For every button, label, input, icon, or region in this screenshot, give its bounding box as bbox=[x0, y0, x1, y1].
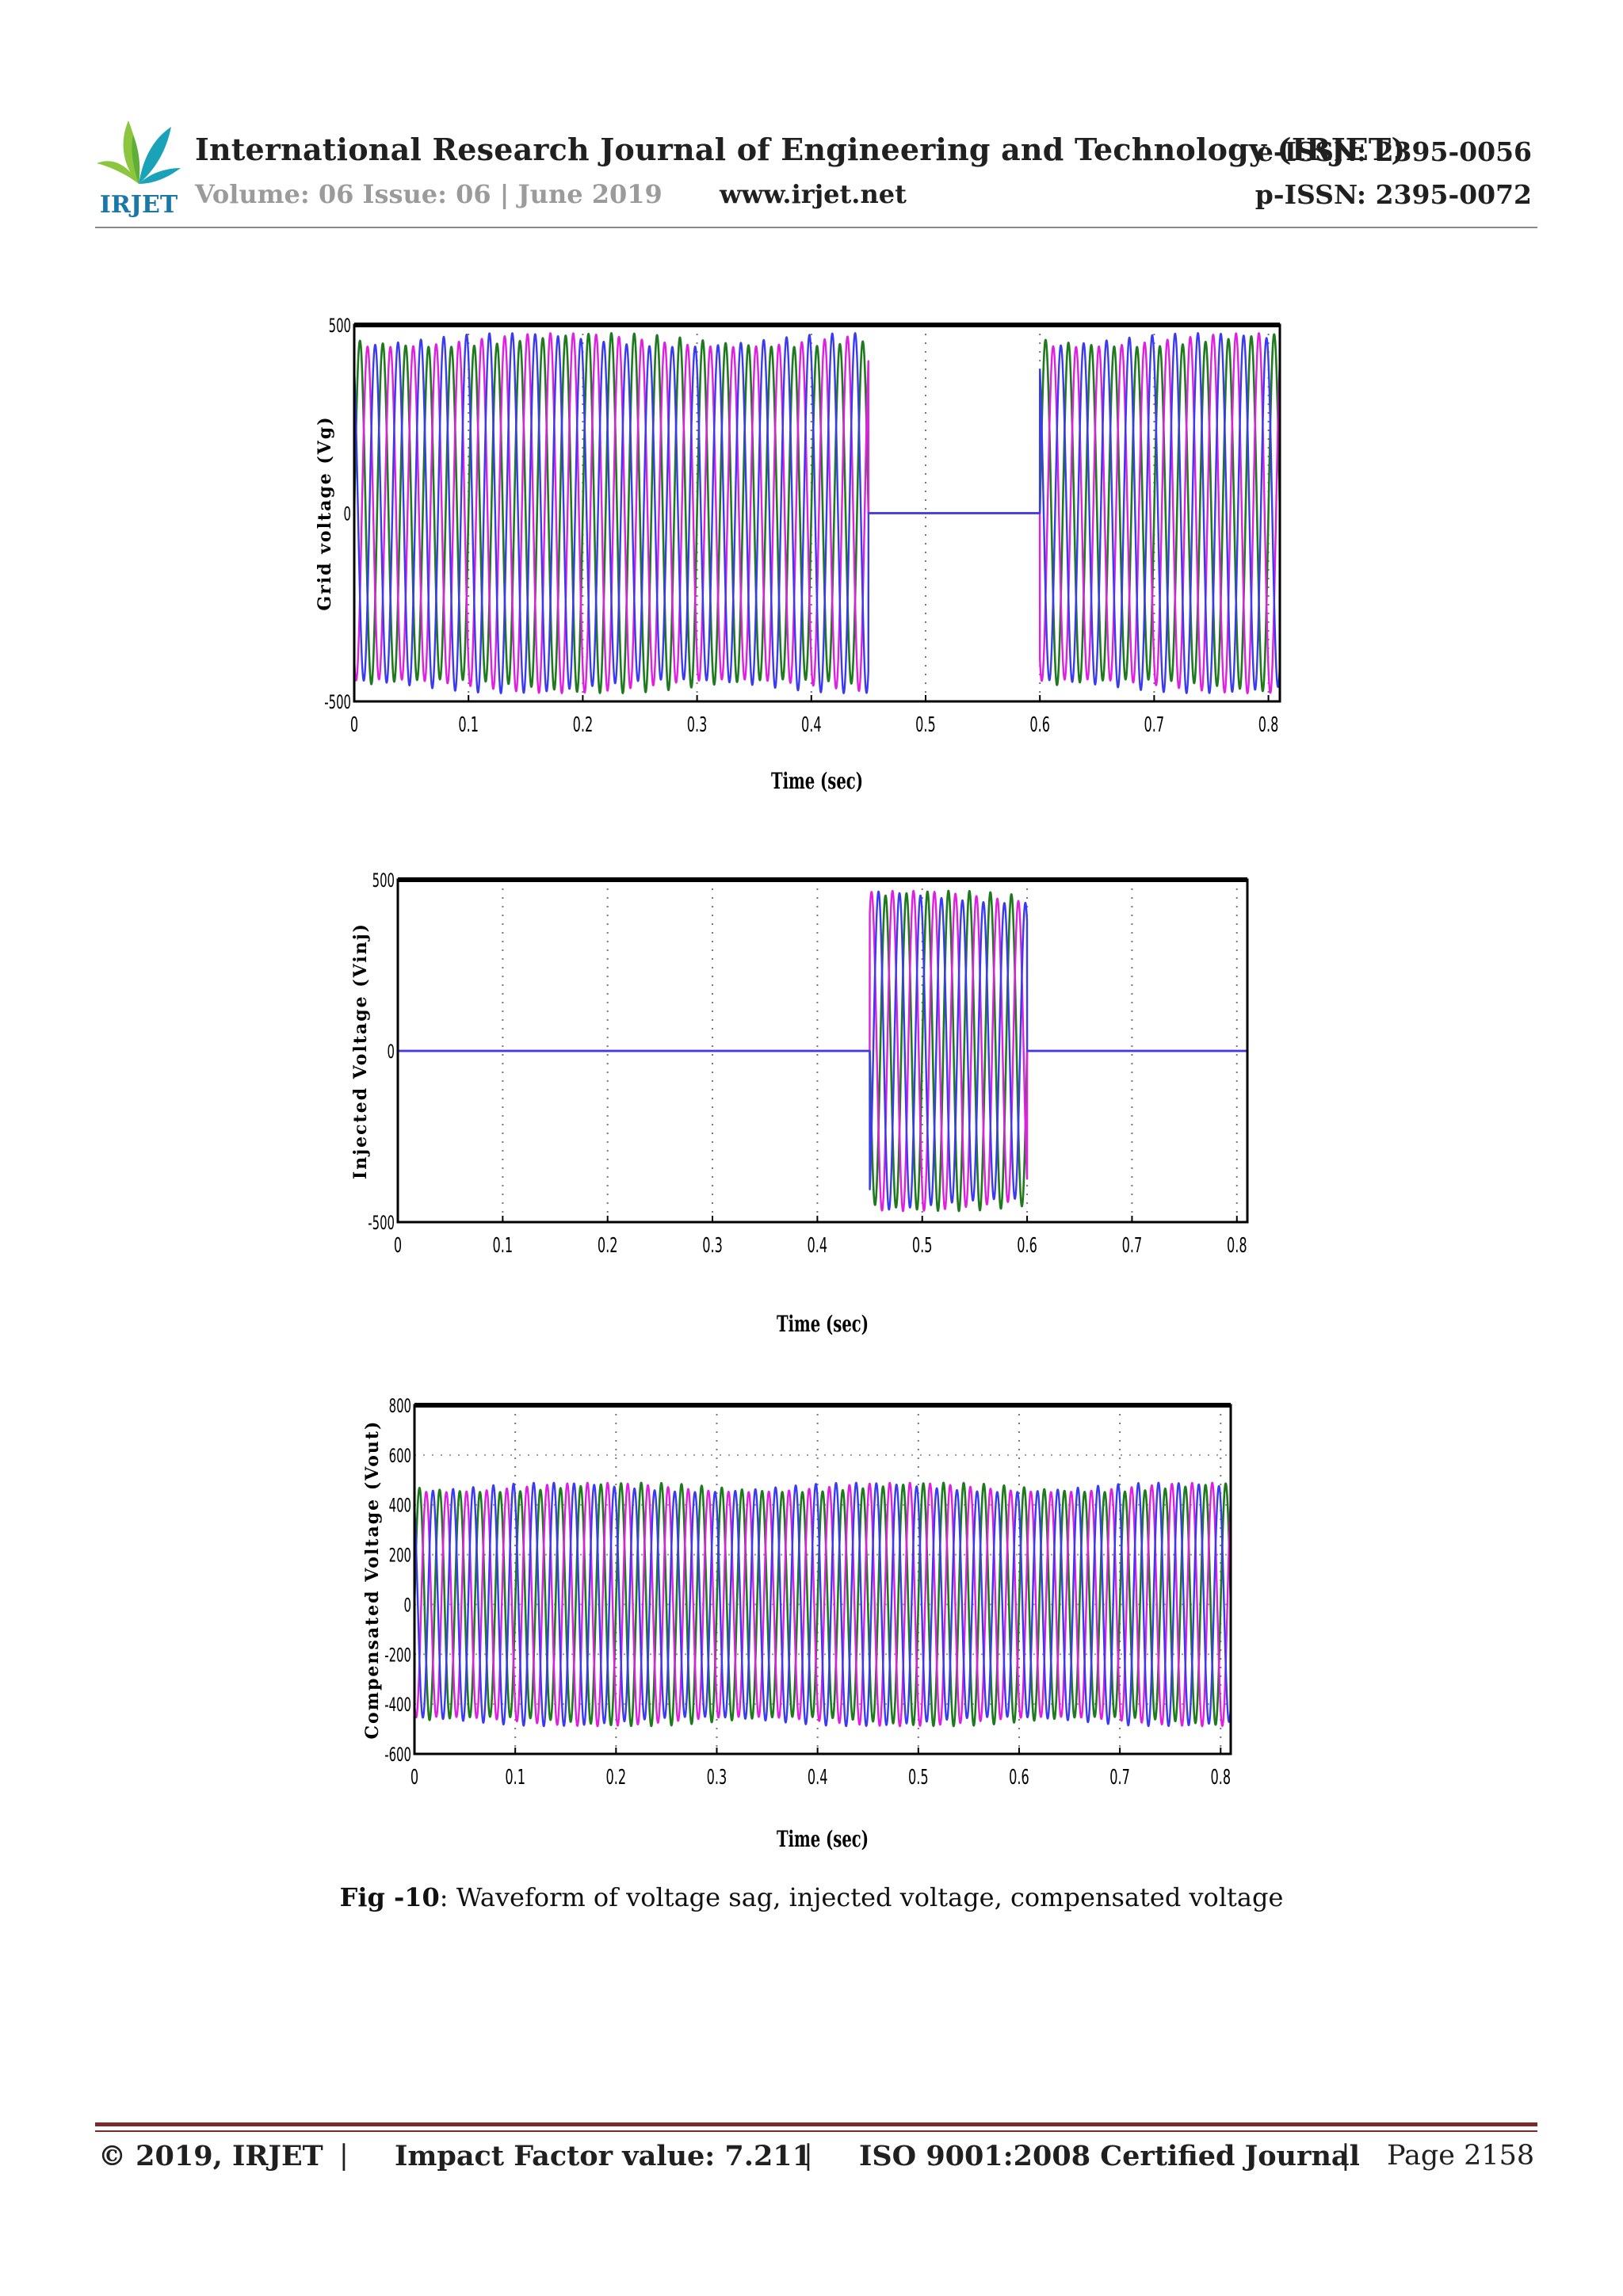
x-tick-label: 0.7 bbox=[1109, 1766, 1130, 1790]
y-tick-label: -400 bbox=[384, 1693, 411, 1716]
y-tick-label: 0 bbox=[388, 1040, 395, 1063]
leaf-icon bbox=[97, 120, 181, 184]
y-axis-label: Grid voltage (Vg) bbox=[315, 415, 335, 610]
x-tick-label: 0.1 bbox=[493, 1234, 514, 1258]
footer-separator: | bbox=[339, 2140, 349, 2172]
x-axis-label: Time (sec) bbox=[777, 1825, 869, 1852]
y-tick-label: -200 bbox=[384, 1643, 411, 1666]
x-tick-label: 0.6 bbox=[1009, 1766, 1029, 1790]
y-tick-label: 500 bbox=[372, 869, 395, 892]
header-divider bbox=[95, 227, 1537, 228]
figure-label: Fig -10 bbox=[339, 1882, 440, 1912]
y-tick-label: 600 bbox=[389, 1444, 411, 1467]
footer-copyright: © 2019, IRJET bbox=[98, 2140, 323, 2172]
y-tick-label: -600 bbox=[384, 1743, 411, 1766]
injected-voltage-chart: 0 0.1 0.2 0.3 0.4 0.5 0.6 0.7 0.8 500 0 -500 Time (s… bbox=[349, 864, 1276, 1355]
series-line bbox=[396, 890, 1249, 1211]
footer-page-number: Page 2158 bbox=[1387, 2140, 1535, 2172]
x-tick-label: 0.4 bbox=[808, 1234, 828, 1258]
x-tick-label: 0.8 bbox=[1227, 1234, 1247, 1258]
footer-divider-thick bbox=[95, 2122, 1537, 2126]
x-tick-label: 0.2 bbox=[598, 1234, 618, 1258]
x-tick-label: 0.3 bbox=[702, 1234, 723, 1258]
chart-svg: 0 0.1 0.2 0.3 0.4 0.5 0.6 0.7 0.8 800 600 400 200 0 -2… bbox=[362, 1394, 1232, 1852]
footer-iso: ISO 9001:2008 Certified Journal bbox=[859, 2140, 1360, 2172]
series-line bbox=[353, 331, 1281, 694]
x-tick-label: 0.5 bbox=[908, 1766, 929, 1790]
footer-separator: | bbox=[804, 2140, 813, 2172]
x-tick-label: 0 bbox=[350, 713, 358, 737]
x-axis-label: Time (sec) bbox=[771, 767, 863, 794]
series-line bbox=[413, 1481, 1232, 1728]
logo-text: IRJET bbox=[100, 191, 178, 218]
page-footer: © 2019, IRJET | Impact Factor value: 7.2… bbox=[98, 2140, 1541, 2179]
x-tick-label: 0.5 bbox=[912, 1234, 933, 1258]
x-tick-label: 0.7 bbox=[1122, 1234, 1143, 1258]
y-tick-label: -500 bbox=[324, 690, 351, 713]
figure-caption-text: : Waveform of voltage sag, injected volt… bbox=[439, 1882, 1284, 1912]
footer-impact-factor: Impact Factor value: 7.211 bbox=[395, 2140, 812, 2172]
x-tick-label: 0.8 bbox=[1258, 713, 1279, 737]
y-tick-label: -500 bbox=[368, 1211, 395, 1234]
footer-divider-thin bbox=[95, 2130, 1537, 2132]
y-tick-label: 800 bbox=[389, 1394, 411, 1417]
x-tick-label: 0.3 bbox=[707, 1766, 727, 1790]
x-tick-label: 0.1 bbox=[458, 713, 479, 737]
x-tick-label: 0 bbox=[411, 1766, 418, 1790]
y-tick-label: 0 bbox=[344, 502, 351, 525]
e-issn: e-ISSN: 2395-0056 bbox=[1256, 136, 1532, 167]
y-tick-label: 0 bbox=[404, 1594, 411, 1617]
x-tick-label: 0.1 bbox=[505, 1766, 525, 1790]
compensated-voltage-chart: 0 0.1 0.2 0.3 0.4 0.5 0.6 0.7 0.8 800 600 400 200 0 -2… bbox=[361, 1383, 1264, 1866]
x-tick-label: 0.2 bbox=[606, 1766, 627, 1790]
journal-title: International Research Journal of Engine… bbox=[195, 132, 1406, 167]
volume-line: Volume: 06 Issue: 06 | June 2019 bbox=[195, 179, 663, 209]
y-tick-label: 200 bbox=[389, 1544, 411, 1567]
y-axis-label: Compensated Voltage (Vout) bbox=[362, 1420, 383, 1740]
x-tick-label: 0.2 bbox=[573, 713, 594, 737]
series-line bbox=[353, 332, 1281, 694]
grid-voltage-chart: 0 0.1 0.2 0.3 0.4 0.5 0.6 0.7 0.8 500 0 -500 Time (s… bbox=[313, 309, 1296, 824]
x-tick-label: 0.4 bbox=[808, 1766, 828, 1790]
series-line bbox=[413, 1481, 1232, 1728]
y-tick-label: 500 bbox=[329, 314, 351, 337]
figure-caption: Fig -10: Waveform of voltage sag, inject… bbox=[0, 1882, 1623, 1912]
page-header: IRJET International Research Journal of … bbox=[0, 0, 1623, 238]
x-tick-label: 0.8 bbox=[1210, 1766, 1231, 1790]
x-tick-label: 0.5 bbox=[915, 713, 936, 737]
x-tick-label: 0.7 bbox=[1144, 713, 1165, 737]
x-axis-label: Time (sec) bbox=[777, 1310, 869, 1337]
irjet-logo: IRJET bbox=[95, 111, 182, 219]
journal-website[interactable]: www.irjet.net bbox=[720, 179, 907, 209]
x-tick-label: 0.6 bbox=[1029, 713, 1050, 737]
x-tick-label: 0 bbox=[394, 1234, 402, 1258]
footer-separator: | bbox=[1341, 2140, 1350, 2172]
x-tick-label: 0.6 bbox=[1017, 1234, 1037, 1258]
x-tick-label: 0.4 bbox=[801, 713, 822, 737]
x-tick-label: 0.3 bbox=[687, 713, 708, 737]
y-tick-label: 400 bbox=[389, 1494, 411, 1517]
p-issn: p-ISSN: 2395-0072 bbox=[1254, 179, 1532, 210]
y-axis-label: Injected Voltage (Vinj) bbox=[350, 923, 371, 1179]
